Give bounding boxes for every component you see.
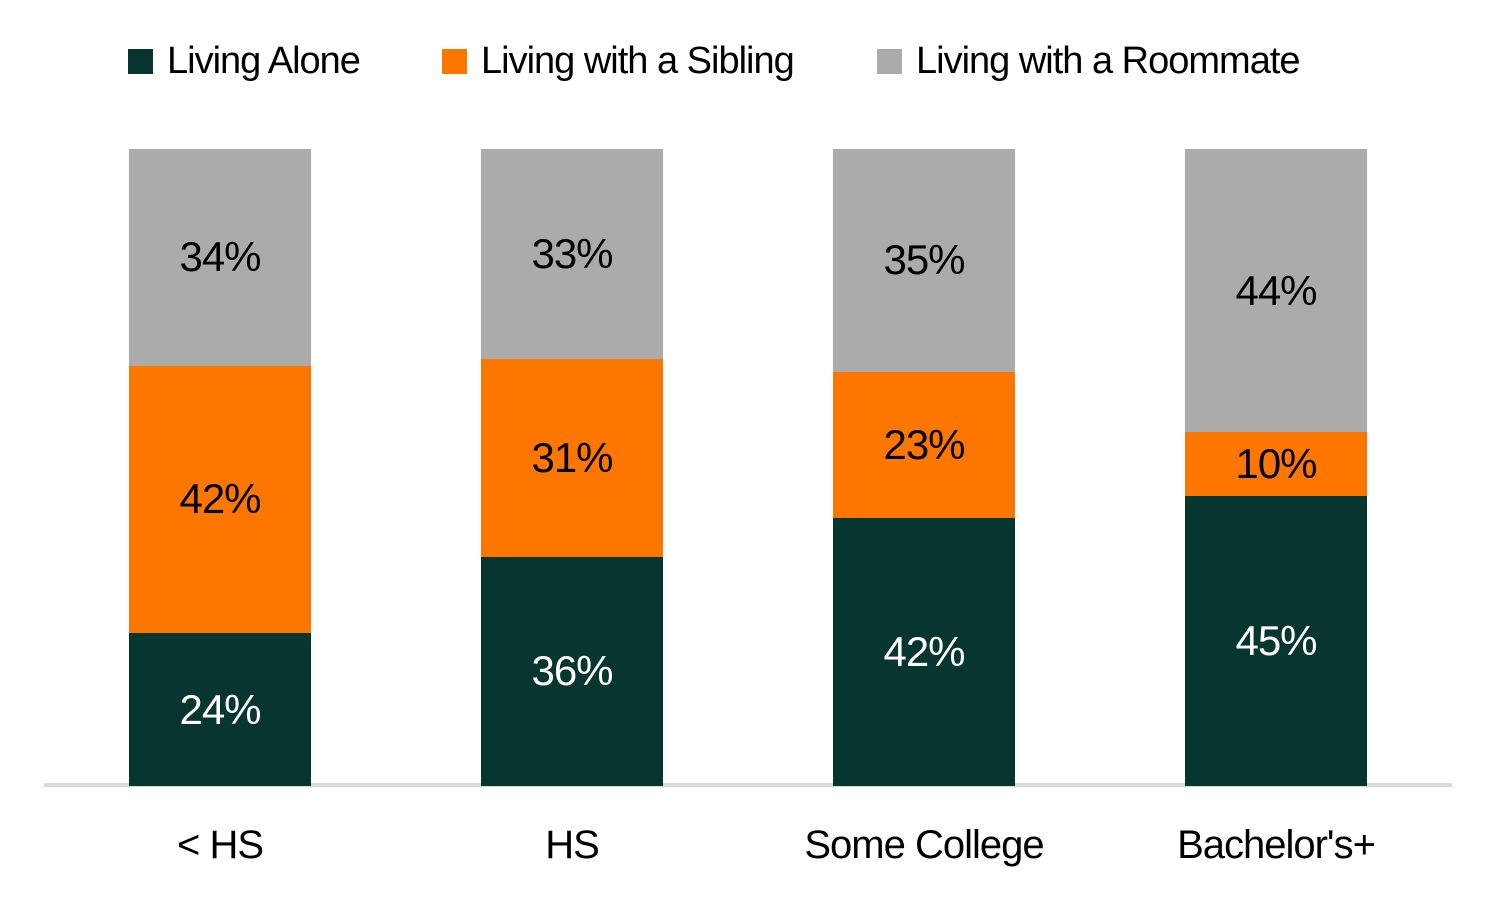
data-label: 31% [531,433,613,481]
segment-living-with-a-sibling: 42% [129,365,311,634]
data-label: 33% [531,230,613,278]
legend-swatch-icon [128,49,153,75]
segment-living-with-a-sibling: 31% [481,359,663,557]
x-axis-label-hs: HS [545,823,600,867]
legend-item-living-alone: Living Alone [128,38,361,86]
x-axis-label-bachelor-s: Bachelor's+ [1177,823,1376,867]
legend-label: Living with a Roommate [916,40,1301,82]
data-label: 23% [883,421,965,469]
legend-item-living-with-a-roommate: Living with a Roommate [877,38,1301,86]
segment-living-with-a-roommate: 33% [481,149,663,360]
legend-item-living-with-a-sibling: Living with a Sibling [442,38,795,86]
data-label: 36% [531,647,613,695]
data-label: 35% [883,236,965,284]
segment-living-with-a-sibling: 23% [833,371,1015,519]
segment-living-alone: 36% [481,556,663,786]
x-axis-labels: < HS HS Some College Bachelor's+ [44,820,1452,870]
legend-swatch-icon [442,49,467,75]
data-label: 45% [1235,617,1317,665]
stacked-bar-hs: 33% 31% 36% [481,149,663,786]
stacked-bar-hs: 34% 42% 24% [129,149,311,786]
stacked-bar-bachelor-s: 44% 10% 45% [1185,149,1367,786]
data-label: 44% [1235,266,1317,314]
data-label: 24% [179,685,261,733]
bar-slot-hs: 34% 42% 24% [44,149,396,786]
legend-swatch-icon [877,49,902,75]
segment-living-with-a-roommate: 34% [129,149,311,366]
data-label: 34% [179,233,261,281]
segment-living-alone: 42% [833,518,1015,787]
legend: Living Alone Living with a Sibling Living … [0,0,1497,110]
data-label: 42% [883,628,965,676]
segment-living-with-a-roommate: 35% [833,149,1015,372]
segment-living-alone: 45% [1185,496,1367,786]
segment-living-with-a-sibling: 10% [1185,432,1367,497]
data-label: 10% [1235,440,1317,488]
x-axis-label-hs: < HS [176,823,264,867]
segment-living-alone: 24% [129,633,311,786]
legend-label: Living Alone [167,40,361,82]
data-label: 42% [179,475,261,523]
x-axis-label-some-college: Some College [804,823,1044,867]
bar-slot-bachelor-s: 44% 10% 45% [1100,149,1452,786]
stacked-bar-some-college: 35% 23% 42% [833,149,1015,787]
legend-label: Living with a Sibling [481,40,795,82]
bar-slot-some-college: 35% 23% 42% [748,149,1100,787]
segment-living-with-a-roommate: 44% [1185,149,1367,433]
x-axis-line [44,783,1452,787]
plot-area: 34% 42% 24% 33% 31% 36% 35% 23% 42% 44% 10% 45% [44,149,1452,787]
bar-slot-hs: 33% 31% 36% [396,149,748,786]
